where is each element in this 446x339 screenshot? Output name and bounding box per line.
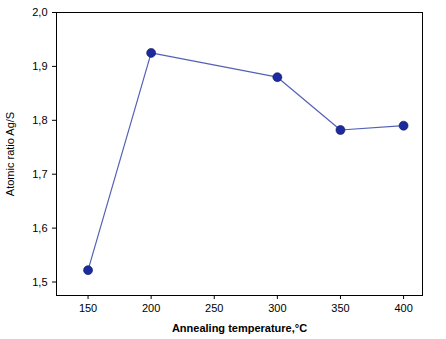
svg-text:2,0: 2,0 bbox=[32, 6, 47, 18]
svg-text:350: 350 bbox=[331, 302, 349, 314]
svg-text:200: 200 bbox=[142, 302, 160, 314]
svg-text:250: 250 bbox=[205, 302, 223, 314]
svg-text:Atomic ratio Ag/S: Atomic ratio Ag/S bbox=[4, 112, 16, 196]
svg-text:150: 150 bbox=[79, 302, 97, 314]
svg-text:Annealing temperature,°C: Annealing temperature,°C bbox=[172, 322, 307, 334]
svg-text:400: 400 bbox=[394, 302, 412, 314]
svg-text:1,8: 1,8 bbox=[32, 114, 47, 126]
svg-text:1,5: 1,5 bbox=[32, 276, 47, 288]
svg-text:300: 300 bbox=[268, 302, 286, 314]
svg-text:1,7: 1,7 bbox=[32, 168, 47, 180]
svg-text:1,6: 1,6 bbox=[32, 222, 47, 234]
svg-text:1,9: 1,9 bbox=[32, 60, 47, 72]
